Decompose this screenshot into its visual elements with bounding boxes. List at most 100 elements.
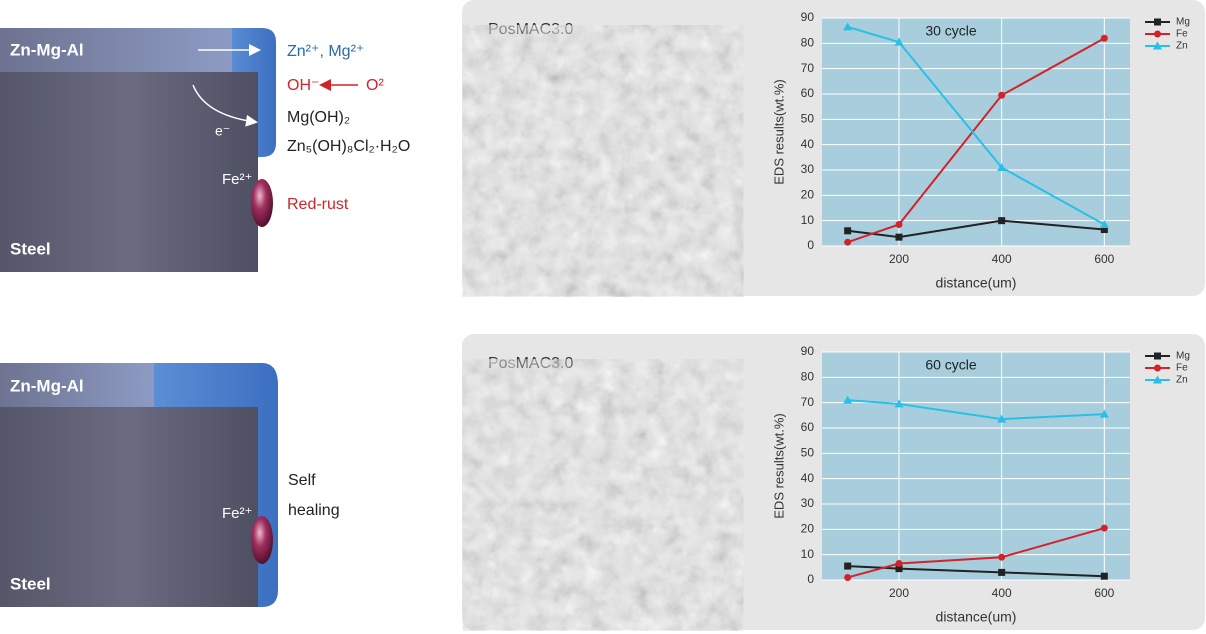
steel-block [0,72,258,272]
ion-label: Fe²⁺ [222,505,252,522]
y-tick-label: 0 [807,238,814,252]
y-tick-label: 40 [801,471,815,485]
y-tick-label: 50 [801,446,815,460]
marker [998,568,1006,576]
y-axis-label: EDS results(wt.%) [771,413,786,518]
legend-label: Fe [1176,363,1188,374]
steel-block [0,407,258,607]
micrograph [486,48,720,274]
rust-drop [251,179,273,227]
x-tick-label: 600 [1094,586,1114,600]
marker [895,233,903,241]
x-tick-label: 200 [889,252,909,266]
y-tick-label: 90 [801,10,815,24]
micrograph [486,382,720,608]
y-tick-label: 70 [801,395,815,409]
note: OH⁻ [287,77,319,94]
marker [997,414,1007,423]
marker [1100,226,1108,234]
marker [997,162,1007,171]
note: Mg(OH)₂ [287,109,350,126]
marker [998,217,1006,225]
legend-marker [1154,352,1161,360]
marker [1100,524,1108,532]
x-tick-label: 400 [992,252,1012,266]
rust-drop [251,516,273,564]
y-tick-label: 30 [801,162,815,176]
y-tick-label: 60 [801,420,815,434]
marker [895,560,903,568]
legend-label: Fe [1176,29,1188,40]
note: Red-rust [287,196,349,213]
y-tick-label: 50 [801,112,815,126]
series-line [847,37,1105,244]
panel-label: PosMAC3.0 [488,21,573,38]
y-tick-label: 60 [801,86,815,100]
series-line [847,399,1105,421]
ion-label: Fe²⁺ [222,171,252,188]
y-tick-label: 10 [801,213,815,227]
series-line [847,527,1105,579]
marker [998,91,1006,99]
marker [998,553,1006,561]
x-axis-label: distance(um) [936,275,1017,291]
legend-marker [1154,18,1161,26]
y-tick-label: 80 [801,36,815,50]
x-tick-label: 200 [889,586,909,600]
plot-area [822,18,1130,246]
diagram-top: Zn-Mg-Al Steel Fe²⁺ Zn²⁺, Mg²⁺ OH⁻ O² e⁻… [0,28,410,272]
marker [844,238,852,246]
marker [1100,34,1108,42]
marker [844,227,852,235]
legend-marker [1153,375,1162,384]
chart-title: 30 cycle [925,23,977,39]
legend-marker [1153,41,1162,50]
y-tick-label: 20 [801,522,815,536]
coating-label: Zn-Mg-Al [10,376,84,395]
note: healing [288,502,340,519]
marker [1100,572,1108,580]
marker [1099,409,1109,418]
y-axis-label: EDS results(wt.%) [771,79,786,184]
marker [843,395,853,404]
coating-label: Zn-Mg-Al [10,40,84,59]
marker [895,565,903,573]
note: Zn₅(OH)₈Cl₂·H₂O [287,138,410,155]
note: e⁻ [215,123,230,139]
y-tick-label: 90 [801,344,815,358]
steel-label: Steel [10,574,51,593]
marker [843,22,853,31]
series-line [847,565,1105,578]
y-tick-label: 10 [801,547,815,561]
legend-label: Zn [1176,41,1188,52]
marker [894,37,904,46]
diagram-bottom: Zn-Mg-Al Steel Fe²⁺ Self healing [0,363,340,607]
marker [844,562,852,570]
note: Self [288,472,316,489]
x-axis-label: distance(um) [936,609,1017,625]
legend-marker [1154,364,1161,372]
chart-title: 60 cycle [925,357,977,373]
marker [844,573,852,581]
legend-label: Zn [1176,375,1188,386]
y-tick-label: 40 [801,137,815,151]
marker [894,399,904,408]
y-tick-label: 30 [801,496,815,510]
y-tick-label: 20 [801,188,815,202]
coating-layer [0,363,154,407]
marker [895,220,903,228]
note: Zn²⁺, Mg²⁺ [287,43,364,60]
y-tick-label: 80 [801,370,815,384]
steel-label: Steel [10,239,51,258]
arrow [192,84,258,127]
marker [1099,219,1109,228]
legend-label: Mg [1176,17,1190,28]
y-tick-label: 70 [801,61,815,75]
note: O² [366,77,384,94]
legend-marker [1154,30,1161,38]
legend-label: Mg [1176,351,1190,362]
panel-label: PosMAC3.0 [488,355,573,372]
series-line [847,25,1105,226]
x-tick-label: 600 [1094,252,1114,266]
